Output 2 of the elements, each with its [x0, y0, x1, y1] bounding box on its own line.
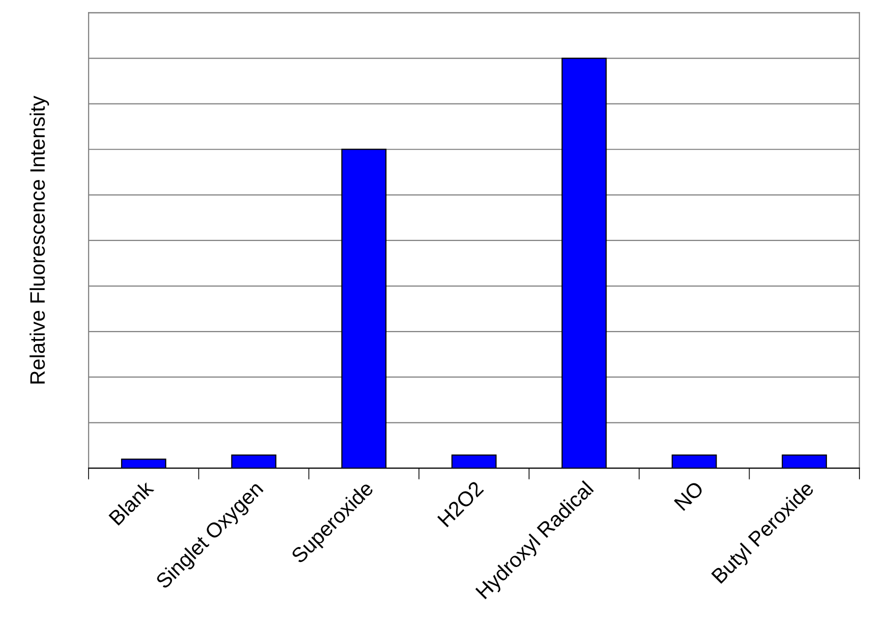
x-tick-label: NO [674, 480, 704, 512]
y-axis-title: Relative Fluorescence Intensity [30, 96, 50, 384]
